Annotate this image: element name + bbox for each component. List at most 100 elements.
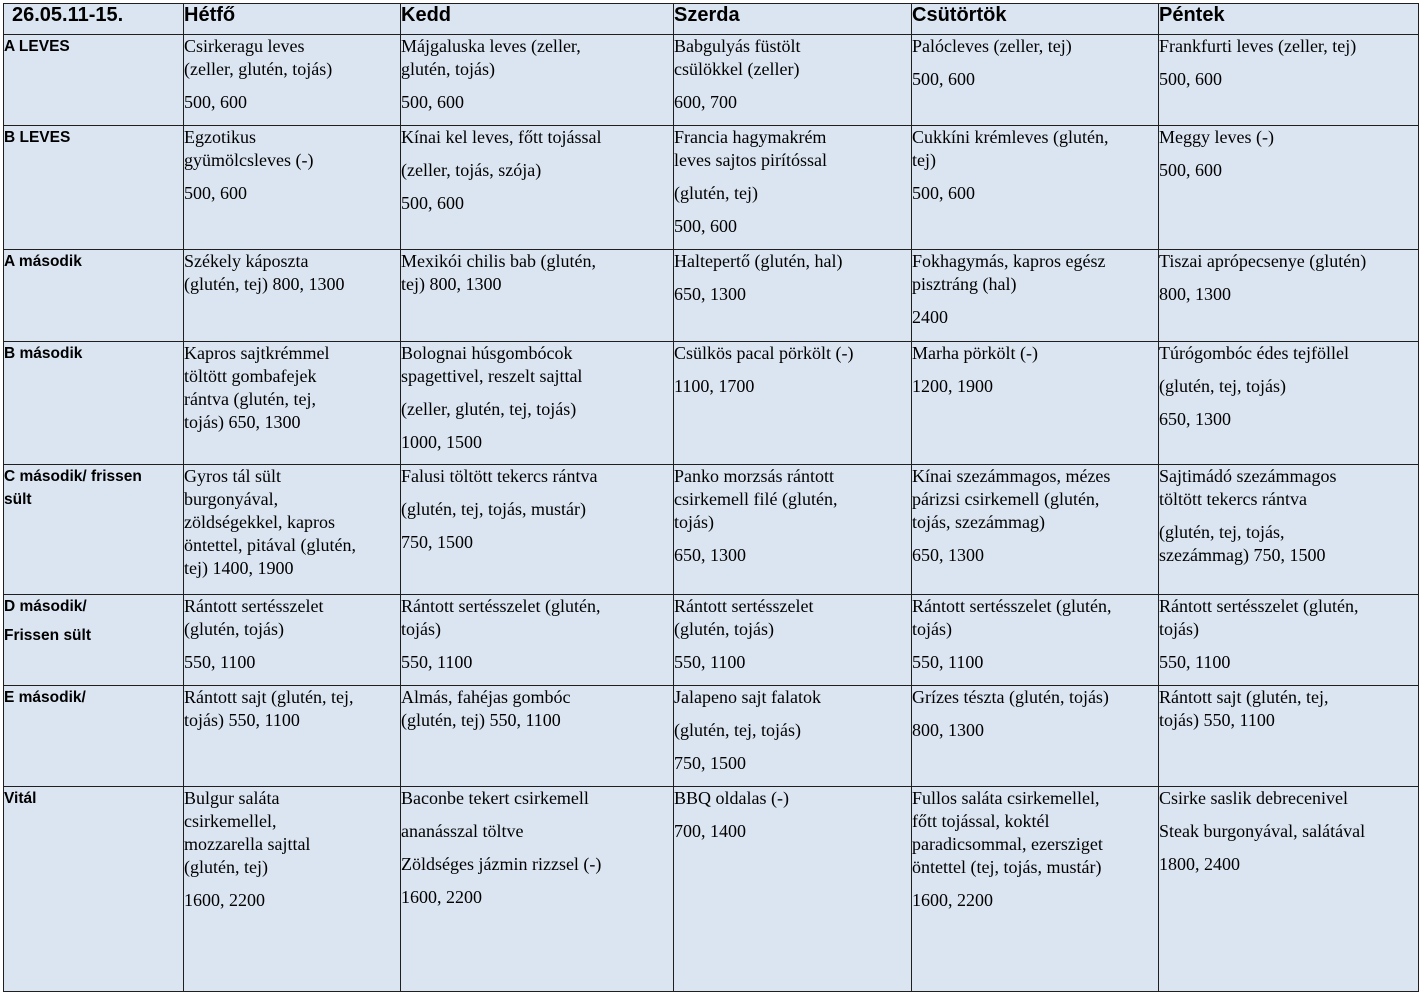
menu-item-line: (glutén, tej, tojás, xyxy=(1159,522,1285,542)
menu-item-line: tojás) 550, 1100 xyxy=(184,710,300,730)
menu-item-line: Rántott sertésszelet xyxy=(184,596,324,616)
menu-body: A LEVES Csirkeragu leves (zeller, glutén, … xyxy=(3,34,1419,992)
menu-item-line: töltött tekercs rántva xyxy=(1159,489,1307,509)
menu-item-line: 500, 600 xyxy=(674,216,738,236)
menu-item-line: Rántott sajt (glutén, tej, xyxy=(1159,687,1329,707)
menu-item-line: (glutén, tej) 800, 1300 xyxy=(184,274,345,294)
menu-cell-monday: Gyros tál sült burgonyával, zöldségekkel, … xyxy=(183,464,401,595)
menu-item-line: csirkemell filé (glutén, xyxy=(674,489,838,509)
menu-item-line: BBQ oldalas (-) xyxy=(674,788,789,808)
menu-item-line: tej) 800, 1300 xyxy=(401,274,502,294)
row-label: B második xyxy=(3,341,184,465)
menu-cell-monday: Csirkeragu leves (zeller, glutén, tojás) 5… xyxy=(183,34,401,126)
menu-cell-tuesday: Bolognai húsgombócok spagettivel, reszelt… xyxy=(400,341,674,465)
menu-cell-thursday: Rántott sertésszelet (glutén, tojás) 550, … xyxy=(911,594,1159,686)
menu-item-line: 1000, 1500 xyxy=(401,432,483,452)
menu-cell-wednesday: BBQ oldalas (-) 700, 1400 xyxy=(673,786,912,992)
menu-item-line: 500, 600 xyxy=(912,183,976,203)
menu-item-line: Sajtimádó szezámmagos xyxy=(1159,466,1337,486)
row-label: Vitál xyxy=(3,786,184,992)
menu-cell-tuesday: Baconbe tekert csirkemell ananásszal tölt… xyxy=(400,786,674,992)
menu-cell-tuesday: Rántott sertésszelet (glutén, tojás) 550, … xyxy=(400,594,674,686)
row-label: E második/ xyxy=(3,685,184,787)
menu-item-line: 500, 600 xyxy=(1159,69,1223,89)
menu-cell-tuesday: Falusi töltött tekercs rántva (glutén, te… xyxy=(400,464,674,595)
menu-item-line: (glutén, tej) xyxy=(674,183,758,203)
menu-item-line: 1100, 1700 xyxy=(674,376,755,396)
menu-item-line: tojás, szezámmag) xyxy=(912,512,1045,532)
menu-cell-friday: Rántott sertésszelet (glutén, tojás) 550, … xyxy=(1158,594,1419,686)
day-header-tuesday: Kedd xyxy=(400,3,674,35)
row-label-line: A LEVES xyxy=(4,38,70,55)
menu-item-line: párizsi csirkemell (glutén, xyxy=(912,489,1100,509)
menu-item-line: 750, 1500 xyxy=(401,532,474,552)
row-label: B LEVES xyxy=(3,125,184,250)
row-label: A LEVES xyxy=(3,34,184,126)
menu-item-line: 1600, 2200 xyxy=(401,887,483,907)
menu-cell-thursday: Fokhagymás, kapros egész pisztráng (hal) 2… xyxy=(911,249,1159,342)
menu-item-line: 1600, 2200 xyxy=(912,890,994,910)
menu-row: C második/ frissen sült Gyros tál sült burg… xyxy=(3,464,1419,595)
row-label-line: Vitál xyxy=(4,790,37,807)
menu-row: B második Kapros sajtkrémmel töltött gomba… xyxy=(3,341,1419,465)
menu-item-line: 600, 700 xyxy=(674,92,738,112)
menu-row: D második/Frissen sült Rántott sertésszel… xyxy=(3,594,1419,686)
menu-item-line: 550, 1100 xyxy=(674,652,746,672)
menu-item-line: Kínai kel leves, főtt tojással xyxy=(401,127,602,147)
menu-item-line: 1600, 2200 xyxy=(184,890,266,910)
menu-item-line: csirkemellel, xyxy=(184,811,277,831)
menu-cell-monday: Székely káposzta (glutén, tej) 800, 1300 xyxy=(183,249,401,342)
menu-item-line: Fullos saláta csirkemellel, xyxy=(912,788,1100,808)
day-header-thursday: Csütörtök xyxy=(911,3,1159,35)
menu-item-line: 550, 1100 xyxy=(184,652,256,672)
menu-row: E második/Rántott sajt (glutén, tej, tojá… xyxy=(3,685,1419,787)
menu-cell-friday: Frankfurti leves (zeller, tej) 500, 600 xyxy=(1158,34,1419,126)
menu-item-line: Francia hagymakrém xyxy=(674,127,827,147)
menu-item-line: 500, 600 xyxy=(184,92,248,112)
menu-item-line: tej) 1400, 1900 xyxy=(184,558,294,578)
menu-item-line: Bolognai húsgombócok xyxy=(401,343,573,363)
menu-item-line: tojás) xyxy=(1159,619,1200,639)
row-label: D második/Frissen sült xyxy=(3,594,184,686)
menu-item-line: Csirke saslik debrecenivel xyxy=(1159,788,1348,808)
menu-item-line: Babgulyás füstölt xyxy=(674,36,801,56)
menu-item-line: tojás) xyxy=(674,512,715,532)
menu-item-line: Zöldséges jázmin rizzsel (-) xyxy=(401,854,602,874)
menu-item-line: Májgaluska leves (zeller, xyxy=(401,36,581,56)
menu-cell-wednesday: Rántott sertésszelet (glutén, tojás) 550, … xyxy=(673,594,912,686)
menu-item-line: öntettel (tej, tojás, mustár) xyxy=(912,857,1102,877)
menu-item-line: Steak burgonyával, salátával xyxy=(1159,821,1366,841)
menu-item-line: 650, 1300 xyxy=(912,545,985,565)
menu-item-line: (zeller, glutén, tojás) xyxy=(184,59,333,79)
menu-item-line: Palócleves (zeller, tej) xyxy=(912,36,1072,56)
menu-item-line: Baconbe tekert csirkemell xyxy=(401,788,589,808)
week-date-range: 26.05.11-15. xyxy=(3,3,184,35)
menu-cell-tuesday: Almás, fahéjas gombóc (glutén, tej) 550, … xyxy=(400,685,674,787)
menu-item-line: gyümölcsleves (-) xyxy=(184,150,314,170)
menu-item-line: 500, 600 xyxy=(912,69,976,89)
menu-item-line: főtt tojással, koktél xyxy=(912,811,1050,831)
menu-cell-friday: Tiszai aprópecsenye (glutén) 800, 1300 xyxy=(1158,249,1419,342)
menu-item-line: csülökkel (zeller) xyxy=(674,59,800,79)
menu-row: A LEVES Csirkeragu leves (zeller, glutén, … xyxy=(3,34,1419,126)
menu-item-line: 650, 1300 xyxy=(674,545,747,565)
menu-item-line: (glutén, tej, tojás) xyxy=(674,720,801,740)
row-label-line: Frissen sült xyxy=(4,627,92,644)
menu-item-line: leves sajtos pirítóssal xyxy=(674,150,827,170)
row-label-line: A második xyxy=(4,253,82,270)
menu-item-line: 500, 600 xyxy=(1159,160,1223,180)
menu-item-line: 550, 1100 xyxy=(1159,652,1231,672)
menu-item-line: (glutén, tej, tojás, mustár) xyxy=(401,499,586,519)
menu-item-line: 1800, 2400 xyxy=(1159,854,1241,874)
menu-item-line: Rántott sertésszelet (glutén, xyxy=(401,596,601,616)
menu-item-line: tojás) xyxy=(401,619,442,639)
menu-item-line: szezámmag) 750, 1500 xyxy=(1159,545,1326,565)
menu-cell-wednesday: Panko morzsás rántott csirkemell filé (gl… xyxy=(673,464,912,595)
menu-item-line: Csülkös pacal pörkölt (-) xyxy=(674,343,854,363)
menu-item-line: 550, 1100 xyxy=(912,652,984,672)
menu-cell-monday: Kapros sajtkrémmel töltött gombafejek ránt… xyxy=(183,341,401,465)
menu-item-line: Fokhagymás, kapros egész xyxy=(912,251,1106,271)
menu-item-line: 500, 600 xyxy=(184,183,248,203)
row-label-line: E második/ xyxy=(4,689,86,706)
menu-cell-friday: Túrógombóc édes tejföllel (glutén, tej, t… xyxy=(1158,341,1419,465)
